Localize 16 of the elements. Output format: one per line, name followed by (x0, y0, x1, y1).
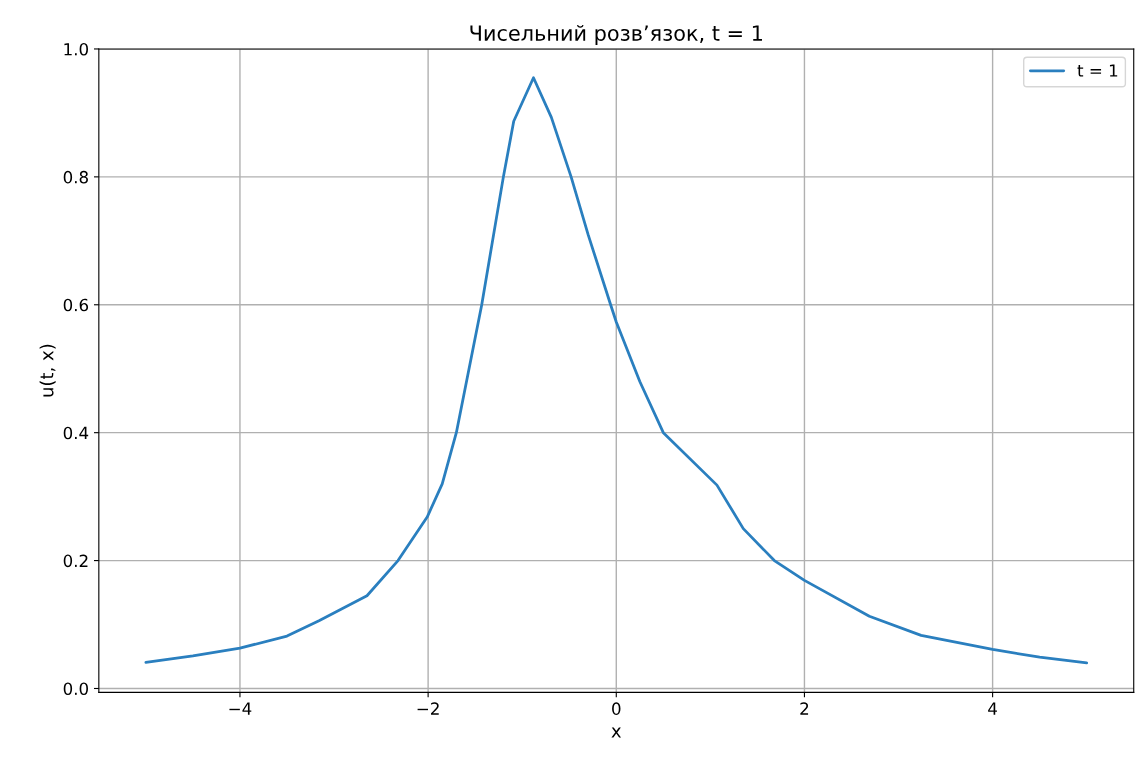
chart-title: Чисельний розв’язок, t = 1 (470, 24, 762, 45)
y-tick-label: 0.4 (63, 426, 89, 440)
x-tick-label: −4 (229, 702, 252, 715)
y-tick-label: 0.0 (63, 682, 88, 696)
y-tick-label: 0.2 (63, 554, 88, 568)
y-axis-title: u(t, x) (39, 344, 56, 397)
y-tick-label: 0.6 (63, 298, 89, 312)
x-axis-title: x (611, 727, 622, 738)
y-tick-label: 0.8 (63, 170, 88, 184)
y-tick-label: 1.0 (64, 42, 88, 56)
x-tick-label: 2 (800, 702, 809, 715)
x-tick-label: 0 (612, 702, 621, 715)
legend-label: t = 1 (1077, 64, 1118, 77)
line-series (144, 76, 1089, 665)
x-tick-label: −2 (417, 702, 439, 715)
x-tick-label: 4 (988, 702, 997, 715)
